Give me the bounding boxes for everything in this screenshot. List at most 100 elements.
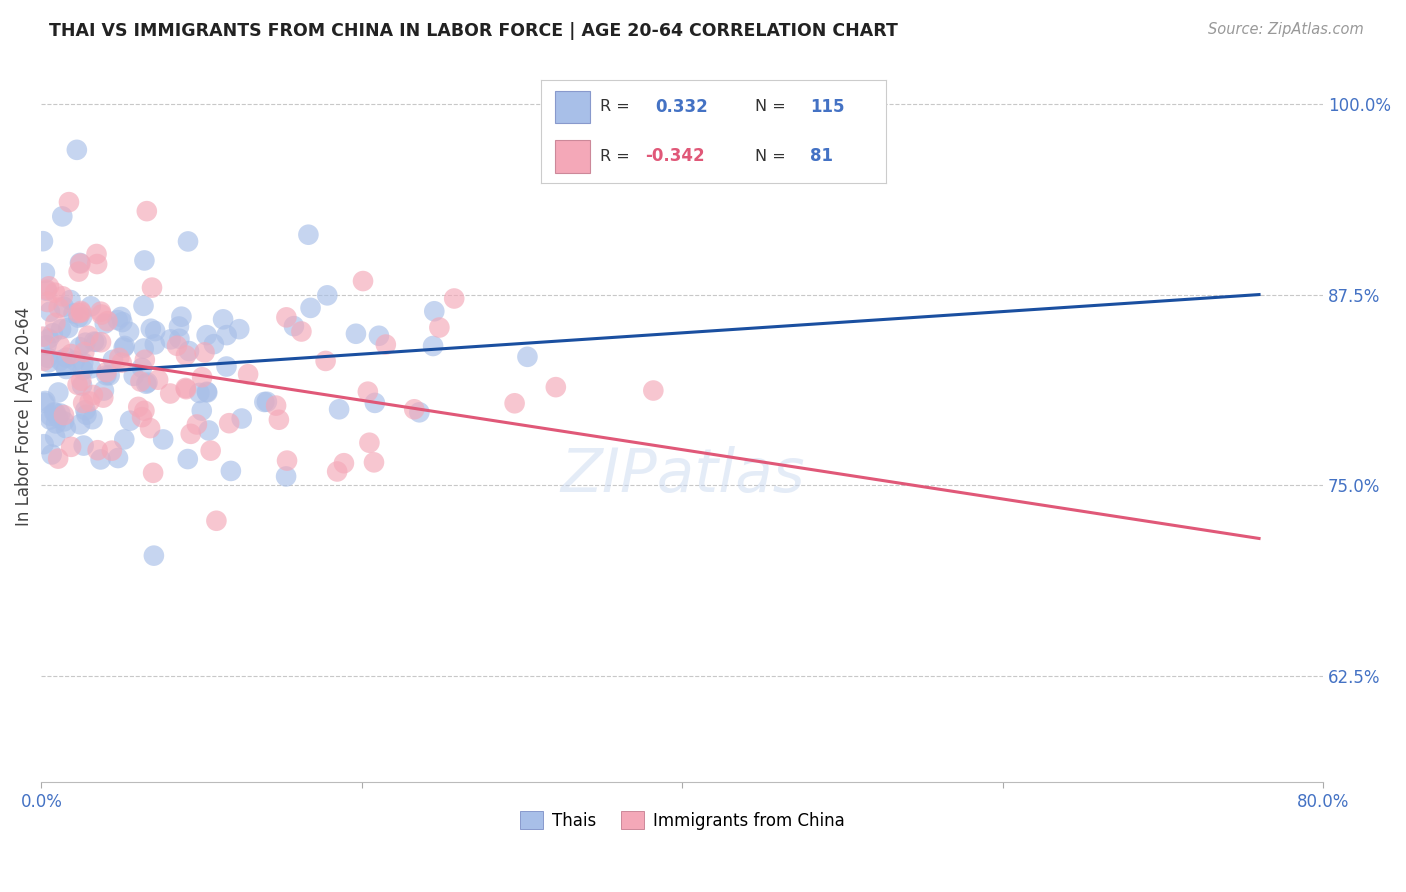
Point (267, 413, 290, 427)
Point (231, 411, 253, 425)
Point (443, 292, 465, 306)
Point (66, 377, 89, 392)
Point (114, 339, 136, 353)
Point (180, 426, 202, 441)
Point (191, 403, 214, 417)
Point (58, 195, 80, 210)
Point (132, 299, 155, 313)
Point (45, 406, 67, 420)
Point (32, 395, 55, 409)
Point (328, 402, 350, 417)
Point (39, 304, 62, 318)
Point (195, 384, 218, 399)
Point (200, 443, 222, 458)
Point (107, 450, 129, 465)
Point (202, 337, 225, 351)
Point (108, 351, 131, 365)
Point (67, 264, 90, 278)
Point (32, 437, 55, 451)
Point (69, 256, 91, 270)
Point (167, 319, 190, 334)
Text: N =: N = (755, 99, 786, 114)
Point (83, 334, 105, 349)
Point (42, 326, 65, 341)
Point (69, 340, 91, 354)
Point (228, 322, 250, 336)
Point (86, 334, 108, 349)
Point (146, 373, 169, 387)
Text: N =: N = (755, 149, 786, 164)
Point (49, 322, 72, 336)
Point (316, 288, 339, 302)
Point (80, 299, 103, 313)
FancyBboxPatch shape (555, 91, 589, 123)
Point (35, 283, 58, 297)
Point (56, 321, 79, 335)
Point (236, 368, 259, 382)
Point (72, 396, 94, 410)
Point (82, 412, 104, 426)
Point (188, 385, 211, 400)
Point (134, 352, 156, 367)
Point (110, 310, 132, 324)
Point (197, 424, 219, 438)
Point (44, 316, 66, 330)
Point (32, 234, 55, 248)
Point (32, 329, 55, 343)
Point (364, 396, 387, 410)
Point (86, 257, 108, 271)
Point (37, 295, 59, 310)
Point (55, 351, 77, 365)
Point (132, 342, 155, 356)
Point (46, 451, 69, 466)
Point (368, 328, 391, 343)
Point (143, 337, 166, 351)
Text: THAI VS IMMIGRANTS FROM CHINA IN LABOR FORCE | AGE 20-64 CORRELATION CHART: THAI VS IMMIGRANTS FROM CHINA IN LABOR F… (49, 22, 898, 40)
Point (422, 339, 444, 353)
Point (63, 353, 86, 368)
Point (159, 332, 181, 346)
Point (139, 421, 162, 435)
Point (134, 403, 156, 417)
Point (49, 353, 72, 368)
Point (205, 514, 228, 528)
Point (315, 354, 337, 368)
Text: ZIPatlas: ZIPatlas (560, 445, 804, 505)
Point (94, 317, 117, 331)
Point (79, 394, 101, 409)
Point (73, 439, 96, 453)
Point (357, 384, 380, 399)
Point (174, 348, 197, 362)
Point (169, 332, 191, 346)
Point (32, 354, 55, 368)
Point (276, 310, 298, 325)
Point (111, 355, 134, 369)
Point (72, 355, 94, 369)
Point (299, 301, 322, 315)
Point (118, 325, 141, 339)
Point (643, 384, 665, 398)
Point (135, 204, 157, 219)
Point (122, 368, 145, 383)
Text: R =: R = (600, 149, 630, 164)
Point (219, 464, 242, 478)
Point (44, 405, 66, 419)
Point (70, 378, 93, 392)
Point (170, 310, 193, 324)
Point (344, 326, 367, 341)
Point (53, 414, 76, 428)
Point (215, 359, 238, 374)
Point (253, 395, 276, 409)
Point (39, 409, 62, 423)
Point (90, 304, 112, 318)
Point (91, 391, 114, 405)
Point (98, 368, 121, 383)
Point (70, 305, 93, 319)
Point (60, 347, 83, 361)
Point (136, 376, 159, 390)
Point (62, 306, 84, 320)
Point (112, 341, 135, 355)
Point (93, 384, 115, 398)
Point (516, 350, 538, 364)
Point (297, 227, 319, 242)
